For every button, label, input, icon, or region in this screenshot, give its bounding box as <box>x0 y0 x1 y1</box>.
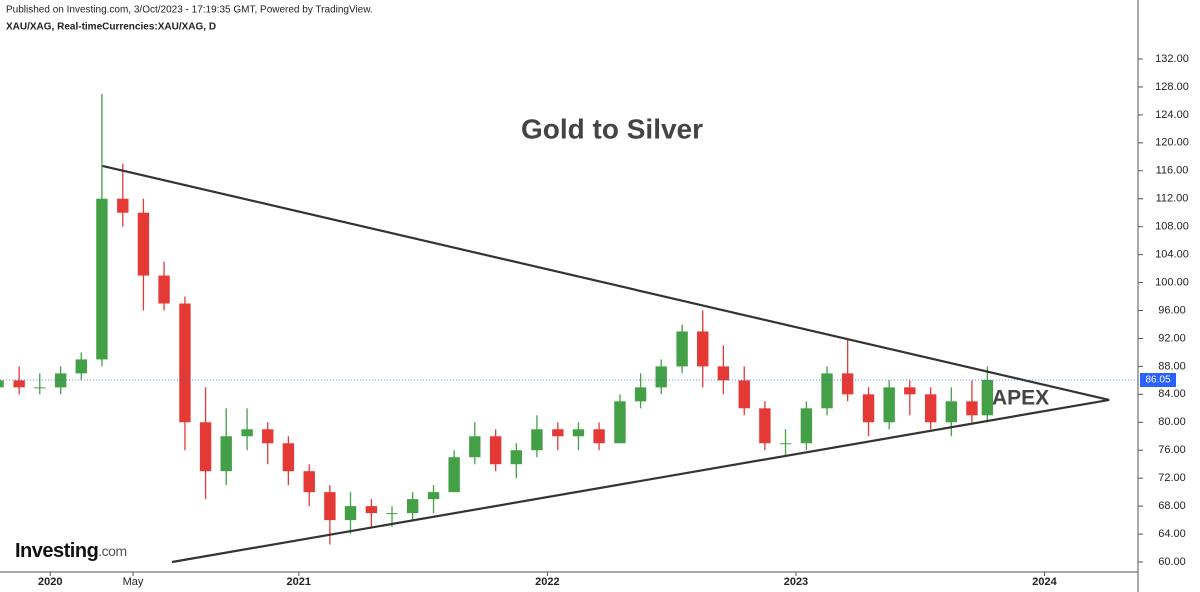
y-tick-label: 100.00 <box>1155 276 1189 288</box>
candle-body <box>552 429 564 437</box>
candle-body <box>241 429 253 437</box>
plot <box>0 93 994 545</box>
candle-body <box>489 436 502 465</box>
y-tick-label: 88.00 <box>1158 360 1186 372</box>
candle-body <box>572 429 585 437</box>
candle-body <box>510 450 522 465</box>
candle-body <box>303 471 315 493</box>
candle-body <box>655 366 667 388</box>
x-tick-label: 2023 <box>784 576 808 588</box>
candle-body <box>448 457 460 493</box>
candle-body <box>614 401 626 444</box>
candle-body <box>0 380 4 388</box>
candle-body <box>34 387 46 389</box>
candle-body <box>966 401 978 416</box>
candle-body <box>427 492 440 500</box>
candle-body <box>13 380 25 388</box>
candle-body <box>634 387 647 402</box>
candle-body <box>96 198 108 360</box>
candle-body <box>924 394 937 423</box>
candle-body <box>821 373 833 409</box>
candle-body <box>158 275 170 304</box>
y-tick-label: 96.00 <box>1158 304 1186 316</box>
logo: Investing.com <box>15 540 127 562</box>
y-tick-label: 124.00 <box>1155 109 1189 121</box>
y-tick-label: 108.00 <box>1155 221 1189 233</box>
x-tick-label: May <box>123 576 144 588</box>
y-tick-label: 116.00 <box>1156 165 1189 177</box>
x-tick-label: 2024 <box>1032 576 1057 588</box>
candle-body <box>841 373 854 395</box>
candle-body <box>469 436 481 458</box>
candle-body <box>282 443 295 472</box>
y-tick-label: 132.00 <box>1155 53 1189 65</box>
symbol: XAU/XAG, Real-timeCurrencies:XAU/XAG, D <box>6 22 216 33</box>
candle-body <box>800 408 813 444</box>
candle-body <box>862 394 875 423</box>
y-tick-label: 80.00 <box>1158 416 1186 428</box>
y-tick-label: 104.00 <box>1155 249 1189 261</box>
trendline <box>171 398 1110 564</box>
y-tick-label: 72.00 <box>1158 472 1186 484</box>
candle-body <box>883 387 895 423</box>
candle-body <box>344 506 357 521</box>
candle-body <box>324 492 336 521</box>
candle-body <box>386 513 398 515</box>
x-tick-label: 2021 <box>287 576 311 588</box>
annotation: APEX <box>992 387 1049 410</box>
candle-body <box>179 303 191 423</box>
published-note: Published on Investing.com, 3/Oct/2023 -… <box>6 5 373 16</box>
x-tick-label: 2022 <box>535 576 559 588</box>
candle-body <box>593 429 605 444</box>
candle-body <box>676 331 688 367</box>
candle-body <box>365 506 378 514</box>
last-price-label: 86.05 <box>1145 375 1170 386</box>
y-tick-label: 128.00 <box>1155 81 1189 93</box>
logo-main: Investing <box>15 540 98 562</box>
y-tick-label: 64.00 <box>1158 528 1186 540</box>
y-tick-label: 76.00 <box>1158 444 1186 456</box>
y-tick-label: 92.00 <box>1158 332 1186 344</box>
candle-body <box>199 422 212 472</box>
chart-title: Gold to Silver <box>521 113 703 144</box>
candle-body <box>981 380 994 416</box>
candle-body <box>531 429 543 451</box>
candle-body <box>406 499 419 514</box>
candle-body <box>75 359 87 374</box>
logo-suffix: .com <box>98 543 126 559</box>
trendline <box>102 164 1110 402</box>
candle-body <box>262 429 274 444</box>
candle-body <box>738 380 750 409</box>
y-tick-label: 68.00 <box>1158 500 1186 512</box>
candle-body <box>759 408 771 444</box>
y-tick-label: 84.00 <box>1158 388 1186 400</box>
candle-body <box>779 443 792 445</box>
y-tick-label: 112.00 <box>1156 193 1189 205</box>
candle-body <box>220 436 232 472</box>
candle-body <box>945 401 958 423</box>
candle-body <box>697 331 709 367</box>
y-tick-label: 60.00 <box>1158 556 1186 568</box>
candle-body <box>904 387 916 395</box>
candle-body <box>717 366 730 381</box>
candle-body <box>117 198 129 213</box>
last-price-box <box>1140 373 1176 388</box>
candle-body <box>137 212 150 276</box>
y-tick-label: 120.00 <box>1155 137 1189 149</box>
x-tick-label: 2020 <box>38 576 62 588</box>
